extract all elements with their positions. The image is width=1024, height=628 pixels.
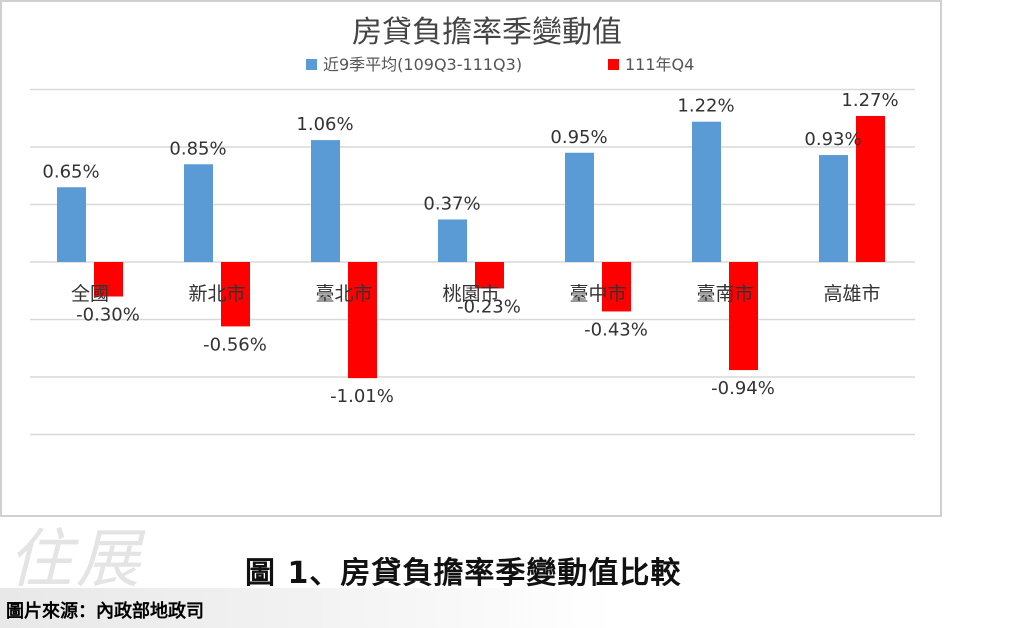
category-label: 桃園市 [442,283,499,305]
source-credit: 圖片來源：內政部地政司 [6,601,204,622]
bar-avg-3 [438,219,467,262]
bar-avg-6 [819,155,848,262]
figure-caption: 圖 1、房貸負擔率季變動值比較 [245,556,682,591]
source-band [0,588,1024,628]
legend-swatch-avg [306,59,317,70]
bar-q4-6 [856,115,885,262]
legend-label-q4: 111年Q4 [625,55,694,74]
bar-q4-4 [602,262,631,312]
chart-title: 房貸負擔率季變動值 [352,15,622,50]
legend-swatch-q4 [608,59,619,70]
bar-q4-2 [348,262,377,379]
category-label: 臺中市 [569,283,626,305]
bar-q4-0 [94,262,123,297]
chart: 房貸負擔率季變動值 近9季平均(109Q3-111Q3) 111年Q4 0.65… [0,0,942,517]
data-label: 0.65% [42,161,99,182]
category-label: 臺南市 [696,283,753,305]
watermark: 住展 [8,523,144,597]
category-label: 新北市 [188,283,245,305]
data-label: 1.06% [296,114,353,135]
bar-avg-1 [184,164,213,262]
data-label: 0.37% [423,193,480,214]
legend-label-avg: 近9季平均(109Q3-111Q3) [323,55,522,74]
data-label: 0.95% [550,127,607,148]
data-label: 0.93% [804,129,861,150]
data-label: -0.94% [711,378,775,399]
data-label: 1.27% [841,90,898,111]
data-label: -1.01% [330,386,394,407]
data-label: -0.23% [457,296,521,317]
bar-avg-2 [311,140,340,262]
category-label: 全國 [71,283,109,305]
data-label: 1.22% [677,96,734,117]
bar-q4-5 [729,262,758,371]
data-label: -0.43% [584,319,648,340]
bar-avg-5 [692,121,721,262]
bar-avg-4 [565,152,594,262]
bar-avg-0 [57,187,86,262]
data-label: 0.85% [169,138,226,159]
legend: 近9季平均(109Q3-111Q3) 111年Q4 [306,55,694,74]
category-label: 高雄市 [823,283,880,305]
bar-q4-1 [221,262,250,327]
category-label: 臺北市 [315,283,372,305]
chart-frame [0,0,942,517]
bar-q4-3 [475,262,504,289]
data-label: -0.56% [203,334,267,355]
data-label: -0.30% [76,305,140,326]
